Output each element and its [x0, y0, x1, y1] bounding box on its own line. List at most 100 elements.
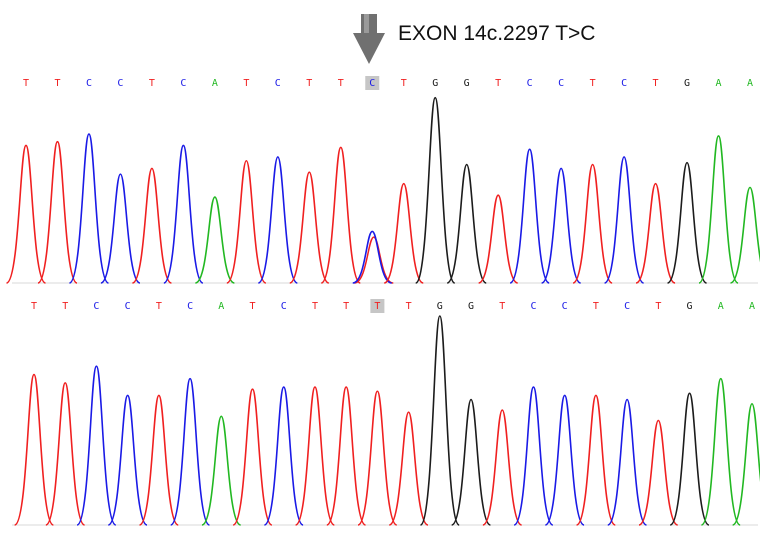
trace-peak — [289, 171, 330, 284]
highlighted-base-box — [370, 299, 385, 313]
base-call-letter: C — [275, 78, 281, 89]
base-call-letter: A — [218, 301, 224, 312]
trace-peak — [263, 386, 304, 526]
base-call-letter: C — [281, 301, 287, 312]
trace-peak — [13, 373, 55, 526]
trace-peak — [294, 386, 336, 526]
trace-peak — [698, 135, 739, 284]
base-call-letter: A — [212, 78, 218, 89]
base-call-letter: T — [23, 78, 29, 89]
base-call-letter: G — [432, 78, 438, 89]
trace-peak — [194, 196, 235, 284]
base-call-letter: T — [250, 301, 256, 312]
base-call-letter: A — [749, 301, 755, 312]
base-call-letter: C — [86, 78, 92, 89]
trace-peak — [482, 409, 523, 526]
mutation-arrow-icon — [353, 14, 385, 64]
trace-peak — [131, 167, 173, 284]
base-call-letter: C — [558, 78, 564, 89]
trace-peak — [540, 167, 582, 284]
base-call-letter: A — [718, 301, 724, 312]
trace-peak — [326, 386, 367, 526]
base-call-letter: T — [54, 78, 60, 89]
trace-peak — [226, 159, 267, 284]
trace-peak — [37, 140, 78, 284]
trace-peak — [478, 194, 519, 284]
base-call-letter: T — [374, 301, 380, 312]
trace-peak-secondary — [353, 236, 394, 284]
trace-peak — [669, 392, 710, 526]
base-call-letter: G — [468, 301, 474, 312]
mutation-label: EXON 14c.2297 T>C — [398, 22, 596, 45]
trace-peak — [731, 402, 760, 526]
base-call-letter: T — [243, 78, 249, 89]
base-call-letter: G — [437, 301, 443, 312]
base-call-letter: T — [495, 78, 501, 89]
trace-peak — [201, 415, 242, 526]
trace-peak — [414, 96, 456, 284]
base-call-letter: T — [306, 78, 312, 89]
trace-peak — [232, 388, 273, 526]
base-call-letter: C — [624, 301, 630, 312]
base-call-letter: C — [562, 301, 568, 312]
trace-peak — [357, 390, 398, 526]
base-call-letter: T — [149, 78, 155, 89]
trace-peak — [607, 398, 648, 526]
base-call-letter: T — [653, 78, 659, 89]
base-call-letter: T — [593, 301, 599, 312]
trace-peak — [76, 365, 117, 526]
trace-peak — [352, 230, 393, 284]
base-call-letter: A — [716, 78, 722, 89]
base-call-letter: T — [499, 301, 505, 312]
trace-peak — [45, 382, 86, 526]
base-call-letter: C — [621, 78, 627, 89]
trace-peak — [575, 394, 617, 526]
base-call-letter: C — [187, 301, 193, 312]
trace-peak — [730, 186, 760, 284]
base-call-letter: C — [369, 78, 375, 89]
base-call-letter: G — [464, 78, 470, 89]
base-call-letter: C — [125, 301, 131, 312]
trace-peak — [169, 377, 211, 526]
trace-peak — [509, 148, 550, 284]
base-call-letter: C — [93, 301, 99, 312]
trace-peak — [388, 411, 429, 526]
trace-peak — [138, 394, 179, 526]
trace-peak — [638, 419, 679, 526]
trace-peak — [5, 144, 47, 284]
base-call-letter: C — [527, 78, 533, 89]
base-call-letter: A — [747, 78, 753, 89]
trace-peak — [107, 394, 148, 526]
base-call-letter: T — [338, 78, 344, 89]
trace-peak — [163, 144, 204, 284]
base-call-letter: T — [590, 78, 596, 89]
base-call-letter: G — [684, 78, 690, 89]
base-call-letter: T — [156, 301, 162, 312]
base-call-letter: T — [62, 301, 68, 312]
trace-peak — [666, 161, 708, 284]
base-call-letter: T — [312, 301, 318, 312]
base-call-letter: T — [655, 301, 661, 312]
trace-peak — [450, 398, 492, 526]
trace-peak — [320, 146, 362, 284]
base-call-letter: T — [31, 301, 37, 312]
trace-peak — [544, 394, 585, 526]
trace-peak — [700, 377, 741, 526]
base-call-letter: C — [530, 301, 536, 312]
trace-peak — [383, 182, 424, 284]
base-call-letter: T — [343, 301, 349, 312]
trace-peak — [68, 133, 110, 284]
base-call-letter: T — [406, 301, 412, 312]
base-call-letter: C — [117, 78, 123, 89]
trace-peak — [513, 386, 554, 526]
trace-peak — [100, 173, 141, 284]
base-call-letter: C — [180, 78, 186, 89]
highlighted-base-box — [365, 76, 380, 90]
trace-peak — [603, 156, 645, 284]
trace-peak — [446, 163, 487, 284]
trace-peak — [635, 182, 676, 284]
base-call-letter: T — [401, 78, 407, 89]
trace-peak — [572, 163, 613, 284]
